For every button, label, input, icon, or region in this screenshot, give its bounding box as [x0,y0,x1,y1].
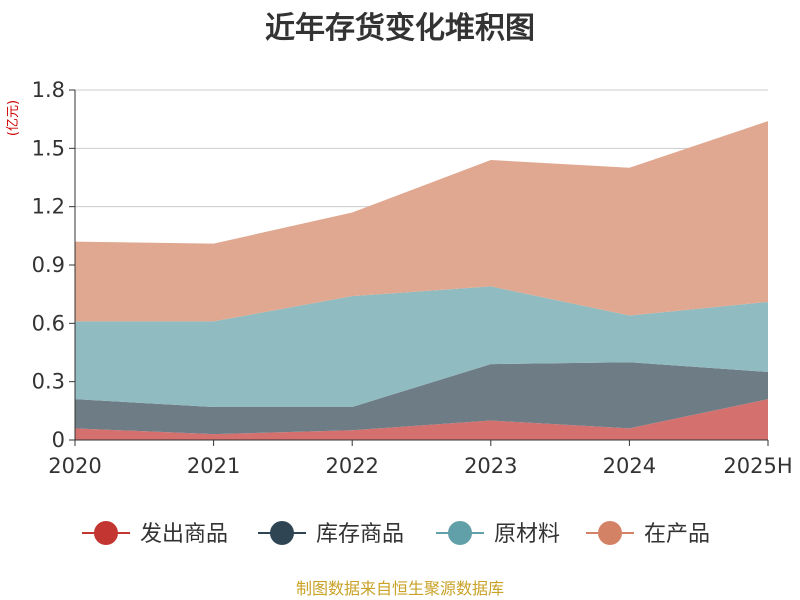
x-tick-label-3: 2023 [464,454,517,478]
legend-item-2[interactable]: 库存商品 [258,521,404,547]
legend-marker-4 [598,521,622,545]
x-tick-label-0: 2020 [48,454,101,478]
legend-label-3: 原材料 [494,522,560,547]
legend-item-4[interactable]: 在产品 [586,521,710,547]
area-2 [75,362,768,435]
legend-marker-2 [270,521,294,545]
x-tick-label-5: 2025H [723,454,792,478]
data-source-note: 制图数据来自恒生聚源数据库 [296,579,504,598]
legend-marker-1 [94,521,118,545]
y-tick-label-2: 0.6 [32,311,65,335]
y-tick-label-0: 0 [52,428,65,452]
legend-item-1[interactable]: 发出商品 [82,521,228,547]
legend[interactable]: 发出商品 库存商品 原材料 在产品 [82,521,710,547]
legend-label-1: 发出商品 [140,522,228,547]
y-tick-label-3: 0.9 [32,253,65,277]
x-tick-label-2: 2022 [325,454,378,478]
y-tick-label-5: 1.5 [32,136,65,160]
legend-label-4: 在产品 [644,522,710,547]
area-4 [75,121,768,322]
x-tick-label-1: 2021 [187,454,240,478]
axes [69,89,769,446]
y-axis-label: (亿元) [6,100,21,136]
y-tick-label-6: 1.8 [32,78,65,102]
y-tick-label-1: 0.3 [32,370,65,394]
legend-label-2: 库存商品 [316,522,404,547]
chart-title: 近年存货变化堆积图 [265,11,535,46]
x-tick-labels: 2020 2021 2022 2023 2024 2025H [48,454,792,478]
area-series [75,121,768,440]
area-3 [75,286,768,407]
legend-item-3[interactable]: 原材料 [436,521,560,547]
legend-marker-3 [448,521,472,545]
area-1 [75,399,768,440]
x-tick-label-4: 2024 [603,454,656,478]
y-tick-label-4: 1.2 [32,195,65,219]
y-tick-labels: 0 0.3 0.6 0.9 1.2 1.5 1.8 [32,78,65,452]
